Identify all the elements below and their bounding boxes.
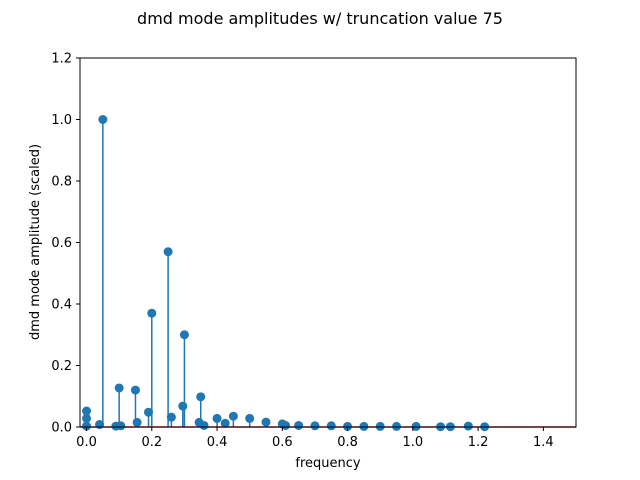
stem-marker — [179, 330, 189, 340]
x-tick-label: 1.2 — [468, 435, 489, 450]
stem-marker — [212, 413, 222, 423]
stem-marker — [294, 420, 304, 430]
stem-marker — [261, 417, 271, 427]
stem-marker — [116, 421, 126, 431]
stem-marker — [98, 115, 108, 124]
x-tick-label: 0.4 — [207, 435, 228, 450]
stem-marker — [375, 421, 385, 431]
stem-marker — [178, 401, 188, 411]
stem-marker — [95, 420, 105, 430]
stem-marker — [82, 406, 92, 416]
stem-marker — [163, 247, 173, 257]
y-tick-label: 0.4 — [51, 298, 72, 313]
x-tick-label: 1.0 — [402, 435, 423, 450]
stem-marker — [144, 407, 154, 417]
stem-marker — [359, 421, 369, 431]
stem-marker — [310, 421, 320, 431]
stem-marker — [463, 421, 473, 431]
stem-marker — [199, 420, 209, 430]
y-tick-label: 0.0 — [51, 421, 72, 436]
stem-marker — [130, 385, 140, 395]
stem-marker — [166, 412, 176, 422]
x-tick-label: 0.0 — [76, 435, 97, 450]
y-tick-label: 0.8 — [51, 175, 72, 190]
stem-marker — [147, 308, 157, 318]
stem-marker — [114, 383, 124, 393]
stem-marker — [245, 413, 255, 423]
stem-marker — [196, 392, 206, 402]
stem-marker — [411, 421, 421, 431]
stem-marker — [220, 418, 230, 428]
y-axis-label: dmd mode amplitude (scaled) — [28, 144, 43, 340]
y-tick-label: 1.0 — [51, 113, 72, 128]
stem-marker — [392, 421, 402, 431]
x-tick-label: 1.4 — [533, 435, 554, 450]
stem-marker — [82, 421, 92, 431]
y-tick-label: 1.2 — [51, 52, 72, 67]
stem-marker — [281, 420, 291, 430]
y-tick-label: 0.2 — [51, 359, 72, 374]
stem-marker — [228, 411, 238, 421]
stem-marker — [343, 421, 353, 431]
plot-area: 0.0 0.2 0.4 0.6 0.8 1.0 1.2 1.4 0.0 0.2 0.4 0.6 0.8 1… — [51, 52, 577, 450]
x-tick-label: 0.6 — [272, 435, 293, 450]
x-tick-label: 0.8 — [337, 435, 358, 450]
stem-marker — [326, 421, 336, 431]
x-tick-label: 0.2 — [141, 435, 162, 450]
x-axis-label: frequency — [295, 456, 361, 471]
stem-marker — [82, 413, 92, 423]
stem-marker — [132, 417, 142, 427]
y-tick-label: 0.6 — [51, 236, 72, 251]
chart-title: dmd mode amplitudes w/ truncation value … — [137, 9, 503, 28]
